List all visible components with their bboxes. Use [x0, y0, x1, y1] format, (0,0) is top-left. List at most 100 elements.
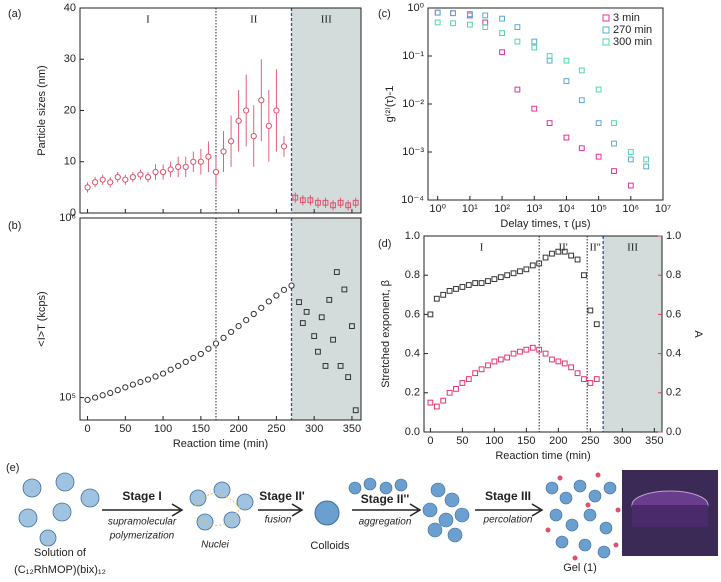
marker: [523, 346, 530, 353]
marker: [593, 376, 600, 382]
marker: [159, 370, 167, 377]
marker: [129, 174, 136, 181]
y-tick-label: 10⁻¹: [402, 50, 424, 62]
arrow: [102, 503, 184, 517]
marker: [144, 376, 152, 383]
marker: [517, 348, 523, 355]
marker: [345, 202, 352, 209]
panel-label: (d): [378, 238, 391, 250]
x-tick-label: 250: [581, 435, 599, 447]
marker: [555, 358, 562, 365]
marker: [345, 374, 352, 381]
region-label: I: [146, 14, 150, 26]
marker: [182, 163, 189, 170]
marker: [197, 158, 204, 165]
y-tick-label: 10⁶: [59, 212, 76, 224]
legend-label: 270 min: [613, 24, 652, 36]
x-tick-label: 0: [427, 435, 433, 447]
marker: [568, 252, 575, 259]
y2-tick-label: 0.4: [666, 348, 681, 360]
marker: [265, 298, 272, 305]
marker: [315, 199, 321, 206]
marker: [92, 394, 99, 401]
marker: [182, 358, 189, 365]
marker: [499, 15, 505, 22]
marker: [434, 9, 441, 16]
marker: [292, 194, 299, 201]
marker: [531, 38, 538, 45]
polymer: [194, 493, 241, 526]
marker: [478, 366, 485, 373]
marker: [595, 153, 602, 160]
marker: [531, 44, 538, 51]
marker: [273, 292, 280, 299]
region-label: II'': [589, 242, 600, 254]
legend-marker: [602, 38, 610, 46]
y-axis-label: Stretched exponent, β: [380, 280, 392, 388]
x-tick-label: 150: [192, 423, 210, 435]
legend-marker: [602, 26, 610, 34]
x-tick-label: 200: [549, 435, 567, 447]
marker: [349, 323, 355, 330]
arrow: [352, 503, 422, 517]
gel-dots: [545, 472, 621, 561]
marker: [478, 280, 485, 286]
marker: [485, 278, 491, 284]
marker: [529, 344, 536, 351]
marker: [542, 350, 549, 357]
marker: [555, 248, 562, 255]
shaded-region: [291, 8, 361, 213]
x-axis-label: Reaction time (min): [173, 438, 268, 450]
stage-note: aggregation: [359, 517, 412, 528]
marker: [175, 362, 182, 370]
marker: [587, 307, 594, 314]
x-tick-label: 50: [119, 423, 131, 435]
marker: [574, 256, 581, 263]
marker: [220, 334, 227, 341]
x-axis-label: Reaction time (min): [495, 450, 590, 462]
marker: [122, 176, 129, 183]
marker: [152, 373, 159, 380]
marker: [482, 19, 489, 26]
marker: [440, 397, 447, 404]
y-tick-label: 10⁰: [407, 2, 424, 14]
x-axis-label: Delay times, τ (μs): [500, 218, 590, 230]
marker: [107, 389, 114, 397]
y2-tick-label: 0.8: [666, 269, 681, 281]
marker: [563, 78, 570, 84]
shaded-region: [603, 236, 662, 432]
marker: [212, 340, 220, 347]
marker: [578, 97, 585, 104]
marker: [514, 24, 521, 31]
x-tick-label: 10⁴: [558, 203, 575, 215]
y-tick-label: 1.0: [405, 230, 420, 242]
marker: [514, 86, 521, 93]
marker: [326, 296, 333, 303]
marker: [427, 311, 434, 318]
marker: [510, 270, 517, 277]
marker: [643, 163, 650, 170]
marker: [99, 176, 106, 183]
marker: [546, 53, 553, 59]
marker: [581, 376, 587, 382]
marker: [536, 346, 543, 353]
marker: [341, 286, 348, 293]
marker: [107, 179, 114, 186]
legend-marker: [602, 14, 610, 22]
marker: [472, 370, 479, 377]
marker: [561, 360, 568, 367]
nuclei-clusters: [189, 481, 254, 531]
legend-label: 300 min: [613, 36, 652, 48]
stage-note: fusion: [265, 515, 292, 526]
x-tick-label: 250: [267, 423, 285, 435]
panel-label: (a): [8, 8, 21, 20]
y2-tick-label: 1.0: [666, 230, 681, 242]
marker: [318, 314, 325, 321]
marker: [280, 143, 288, 150]
arrow: [258, 503, 304, 517]
colloid: [314, 500, 340, 526]
y-tick-label: 0.2: [405, 387, 420, 399]
x-tick-label: 10⁷: [655, 203, 671, 215]
y-tick-label: 0: [70, 207, 76, 219]
